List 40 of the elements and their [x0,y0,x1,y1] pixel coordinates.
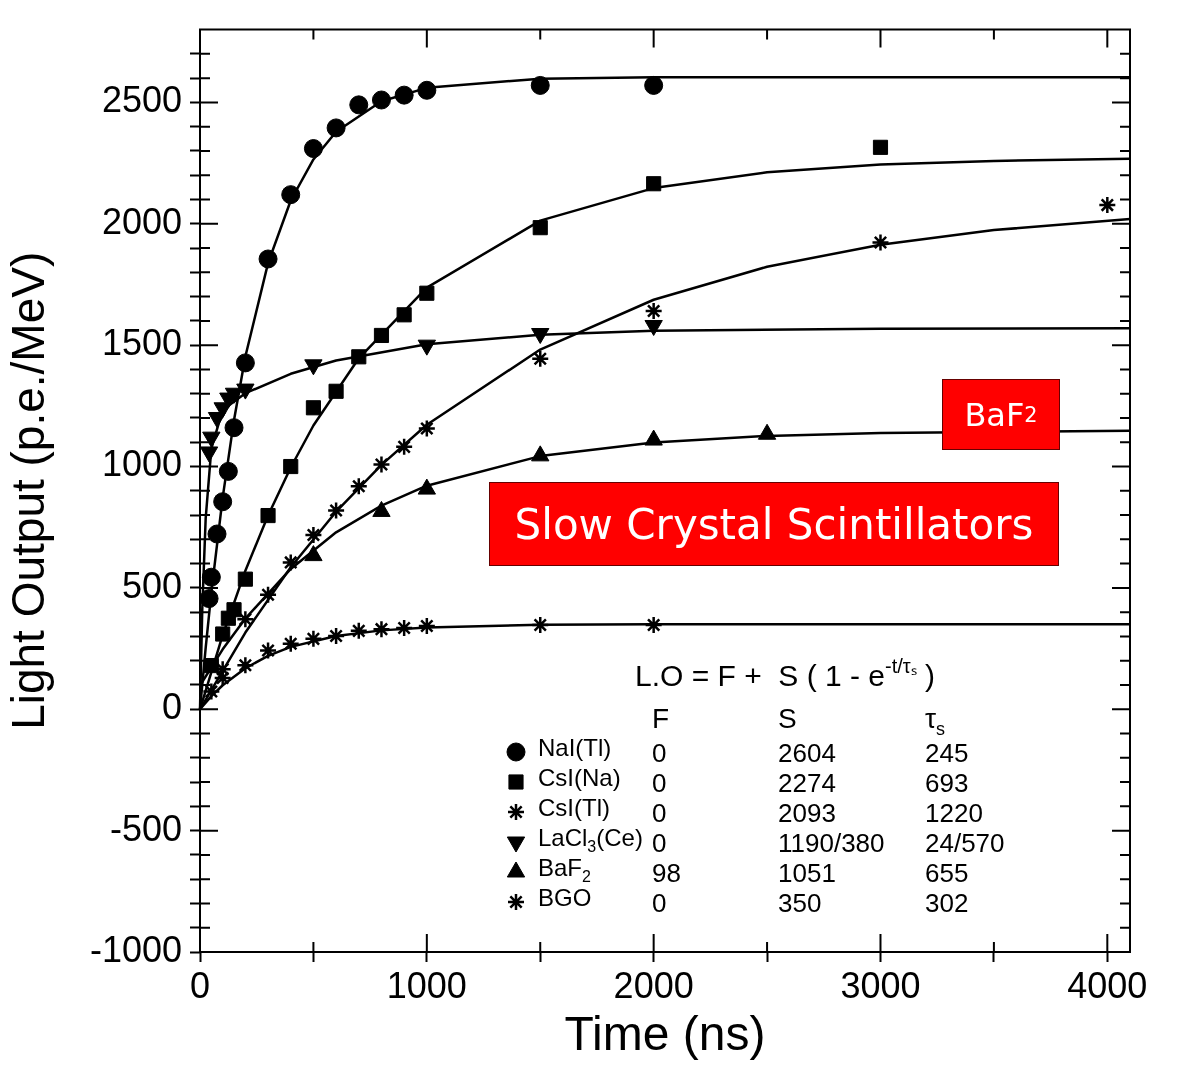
annotation: Slow Crystal Scintillators [489,482,1059,566]
y-tick-label: 500 [121,564,182,606]
y-tick-label: 2000 [101,200,182,242]
annotation: 0 [652,768,667,798]
annotation: 1190/380 [778,828,885,858]
annotation: F [652,703,670,734]
annotation: 0 [652,828,667,858]
y-tick-label: -1000 [89,928,182,970]
annotation: 0 [652,738,667,768]
annotation: S [778,703,797,734]
legend-label: BGO [538,884,592,911]
annotation: 245 [925,738,969,768]
annotation: 302 [925,888,969,918]
y-axis-title: Light Output (p.e./MeV) [2,251,55,730]
y-tick-label: -500 [109,807,182,849]
annotation: 655 [925,858,969,888]
y-tick-label: 1500 [101,322,182,364]
legend-label: CsI(Na) [538,764,621,791]
annotation: 350 [778,888,822,918]
annotation: 1051 [778,858,836,888]
annotation: 693 [925,768,969,798]
x-tick-label: 2000 [613,964,694,1006]
y-tick-label: 1000 [101,443,182,485]
annotation: 0 [652,798,667,828]
y-tick-label: 2500 [101,79,182,121]
annotation: 2604 [778,738,836,768]
y-tick-label: 0 [161,686,182,728]
annotation: 2093 [778,798,836,828]
annotation: 98 [652,858,681,888]
annotation: 1220 [925,798,983,828]
annotation: 0 [652,888,667,918]
x-tick-label: 4000 [1067,964,1148,1006]
legend-label: NaI(Tl) [538,734,612,761]
annotation: 24/570 [925,828,1005,858]
x-tick-label: 1000 [386,964,467,1006]
x-tick-label: 0 [189,964,211,1006]
x-tick-label: 3000 [840,964,921,1006]
x-axis-title: Time (ns) [564,1007,766,1061]
annotation: 2274 [778,768,836,798]
legend-label: CsI(Tl) [538,794,610,821]
